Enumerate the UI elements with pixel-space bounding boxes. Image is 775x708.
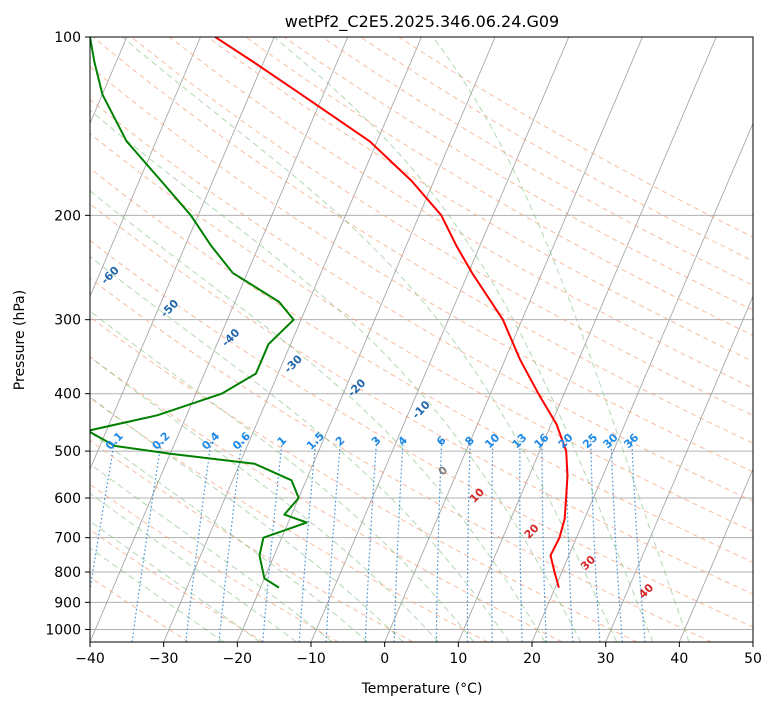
moist-adiabat-line — [90, 255, 510, 642]
moist-adiabat-line — [90, 356, 439, 642]
isotherm-line — [384, 37, 643, 642]
x-tick-label: −30 — [149, 651, 179, 667]
x-tick-label: 50 — [744, 651, 762, 667]
mixing-ratio-line — [364, 440, 378, 642]
mixing-ratio-line — [131, 440, 162, 642]
y-tick-label: 500 — [54, 444, 81, 460]
dry-adiabat-line — [90, 239, 753, 628]
moist-adiabat-line — [90, 190, 546, 642]
dry-adiabat-line — [90, 397, 488, 642]
mixing-ratio-line — [325, 440, 342, 642]
mixing-ratio-line — [490, 440, 494, 642]
mixing-ratio-line — [631, 440, 646, 642]
y-tick-label: 800 — [54, 565, 81, 581]
isotherm-line — [163, 37, 422, 642]
moist-adiabat-line — [121, 37, 618, 642]
mixing-ratio-line — [185, 440, 212, 642]
x-tick-label: −40 — [75, 651, 105, 667]
y-tick-label: 400 — [54, 387, 81, 403]
moist-adiabat-line — [90, 109, 582, 642]
x-axis-ticks: −40 −30 −20 −10 0 10 20 30 40 50 — [75, 642, 762, 667]
dry-adiabat-line — [283, 37, 753, 311]
isotherm-line — [90, 37, 349, 642]
y-axis-ticks: 100 200 300 400 500 600 700 800 900 1000 — [45, 30, 90, 638]
y-tick-label: 900 — [54, 595, 81, 611]
mixing-ratio-line — [435, 440, 443, 642]
mixing-ratio-line — [590, 440, 601, 642]
x-tick-label: −20 — [223, 651, 253, 667]
y-tick-label: 200 — [54, 208, 81, 224]
x-axis-label: Temperature (°C) — [361, 681, 483, 697]
mixing-ratio-line — [610, 440, 623, 642]
dry-adiabat-line — [90, 203, 753, 595]
sounding-profiles — [90, 37, 569, 589]
mixing-ratio-line — [541, 440, 547, 642]
dry-adiabat-line — [90, 439, 414, 642]
mixing-ratio-line — [466, 440, 471, 642]
mixing-ratio-line — [393, 440, 404, 642]
mixing-ratio-line — [519, 440, 523, 642]
dry-adiabat-line — [131, 37, 753, 416]
moist-adiabats — [90, 37, 690, 642]
isotherm-line — [236, 37, 496, 642]
isotherm-line — [678, 467, 753, 642]
dry-adiabat-line — [90, 132, 753, 532]
mixing-ratio-line — [90, 440, 116, 594]
y-axis-label: Pressure (hPa) — [12, 290, 28, 390]
mixing-ratio-line — [298, 440, 317, 642]
moist-adiabat-line — [90, 431, 369, 642]
mixing-ratio-line — [218, 440, 243, 642]
dewpoint-profile-line — [90, 37, 308, 589]
isotherm-line — [90, 37, 201, 298]
moist-adiabat-line — [90, 520, 261, 642]
y-tick-label: 700 — [54, 531, 81, 547]
dry-adiabat-line — [90, 65, 753, 473]
y-tick-label: 1000 — [45, 622, 81, 638]
dry-adiabats — [90, 37, 753, 642]
x-tick-label: 10 — [449, 651, 467, 667]
isotherm-line — [457, 37, 717, 642]
mixing-ratio-line — [262, 440, 283, 642]
mixing-ratio-lines — [90, 440, 646, 642]
chart-title: wetPf2_C2E5.2025.346.06.24.G09 — [285, 12, 559, 32]
dry-adiabat-line — [90, 356, 563, 642]
mixing-ratio-line — [565, 440, 574, 642]
x-tick-label: 30 — [597, 651, 615, 667]
temperature-profile-line — [214, 37, 569, 588]
y-tick-label: 100 — [54, 30, 81, 46]
moist-adiabat-line — [432, 37, 690, 642]
x-tick-label: 0 — [380, 651, 389, 667]
moist-adiabat-line — [90, 396, 404, 642]
isotherm-line — [90, 37, 275, 471]
x-tick-label: 20 — [523, 651, 541, 667]
dry-adiabat-line — [90, 483, 339, 642]
x-tick-label: −10 — [296, 651, 326, 667]
y-tick-label: 600 — [54, 491, 81, 507]
isotherm-line — [605, 295, 753, 642]
moist-adiabat-line — [90, 310, 475, 642]
plot-area: 0.10.20.40.611.52346810131620253036-100-… — [90, 37, 753, 642]
dry-adiabat-line — [90, 167, 753, 563]
moist-adiabat-line — [273, 37, 654, 642]
moist-adiabat-line — [90, 547, 225, 642]
y-tick-label: 300 — [54, 313, 81, 329]
dry-adiabat-line — [207, 37, 753, 363]
x-tick-label: 40 — [670, 651, 688, 667]
axes-frame — [89, 36, 754, 643]
